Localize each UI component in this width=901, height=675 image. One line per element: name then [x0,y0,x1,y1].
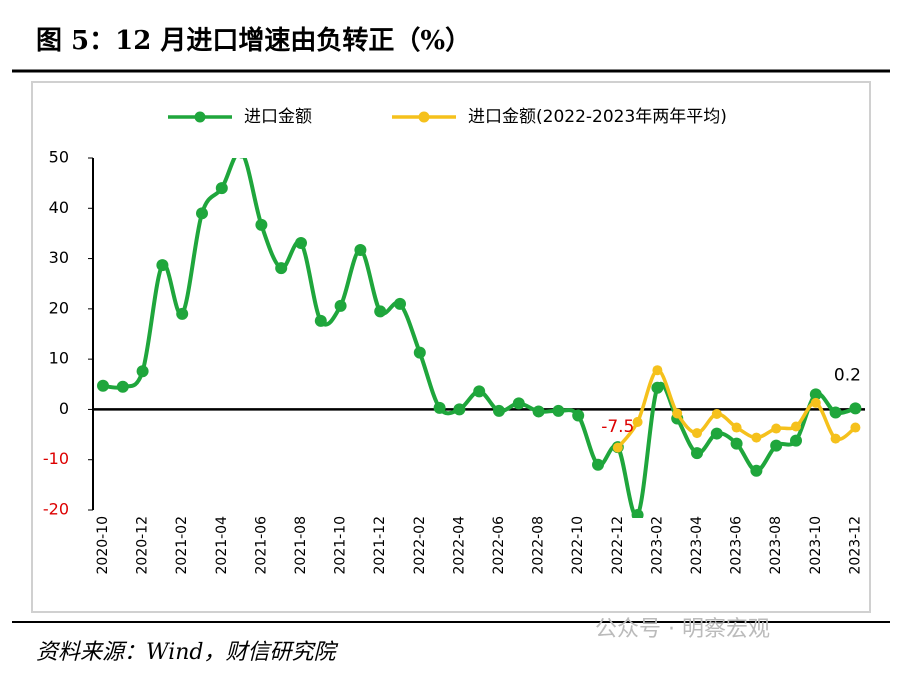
series-dot [790,434,802,447]
x-tick-label: 2022-06 [491,516,507,575]
series-dot [552,404,565,417]
annotation: -7.5 [601,417,634,437]
plot [97,158,862,518]
x-tick-label: 2022-04 [451,516,467,575]
x-tick-label: 2021-10 [333,516,349,575]
series-dot [97,379,109,392]
chart-title: 图 5：12 月进口增速由负转正（%） [36,25,471,56]
y-tick-label: -10 [43,449,69,468]
series-dot [691,447,703,460]
series-dot [849,402,862,415]
x-tick-label: 2023-10 [808,516,824,575]
series-dot [692,428,702,439]
series-dot [215,182,228,195]
y-tick-label: 40 [49,198,69,217]
legend-dot [194,111,206,123]
series-dot [672,408,683,419]
x-tick-label: 2021-02 [174,516,190,575]
series-dot [493,404,505,417]
series-dot [374,305,387,318]
x-tick-label: 2021-06 [253,516,269,575]
series-dot [176,307,189,320]
series-dot [532,405,545,418]
series-dot [751,432,762,443]
x-tick-label: 2023-04 [689,516,705,575]
y-tick-label: 10 [49,349,69,368]
series-dot [652,365,663,376]
series-dot [631,509,644,518]
series-dot [453,403,466,416]
y-tick-label: 0 [59,399,69,418]
series-dot [394,297,406,310]
series-dot [791,421,801,432]
series-dot [810,397,821,408]
series-dot [612,442,623,453]
series-dot [433,401,446,414]
series-dot [572,409,585,422]
watermark: 公众号 · 明察宏观 [595,617,770,642]
series-dot [136,365,149,378]
series-dot [730,437,743,450]
x-tick-label: 2021-08 [293,516,309,575]
x-tick-label: 2022-12 [610,516,626,575]
series-dot [413,346,426,359]
x-tick-label: 2023-06 [729,516,745,575]
series-dot [116,380,129,393]
series-dot [196,207,208,220]
series-dot [750,464,763,477]
series-dot [770,439,783,452]
series-dot [771,423,782,434]
x-tick-label: 2021-04 [214,516,230,575]
x-tick-label: 2021-12 [372,516,388,575]
series-dot [830,433,841,444]
x-tick-label: 2023-02 [649,516,665,575]
legend-label: 进口金额 [244,107,312,127]
chart-frame [31,81,871,613]
x-tick-label: 2020-12 [135,516,151,575]
series-dot [239,158,244,159]
y-tick-label: -20 [43,500,69,519]
series-dot [731,422,742,433]
x-tick-label: 2022-08 [531,516,547,575]
legend-label: 进口金额(2022-2023年两年平均) [468,107,727,127]
series-dot [255,218,268,231]
series-dot [354,244,367,257]
x-tick-label: 2022-02 [412,516,428,575]
series-line [102,158,856,518]
series-dot [710,427,723,440]
series-dot [850,422,861,433]
y-tick-label: 30 [49,248,69,267]
series-dot [314,314,327,327]
x-tick-label: 2020-10 [95,516,111,575]
x-tick-label: 2023-12 [847,516,863,575]
legend-dot [418,111,430,123]
series-dot [829,406,842,419]
y-tick-label: 50 [49,148,69,167]
annotation: 0.2 [834,365,861,385]
series-dot [651,381,664,394]
series-dot [473,385,486,398]
series-dot [632,417,643,427]
source: 资料来源：Wind，财信研究院 [36,640,339,665]
x-tick-label: 2023-08 [768,516,784,575]
series-dot [809,388,822,401]
y-tick-label: 20 [49,298,69,317]
series-dot [512,397,525,410]
series-dot [592,458,604,471]
series-dot [275,262,288,275]
series-dot [334,299,347,312]
series-dot [295,236,307,249]
series-dot [156,259,169,272]
series-dot [711,408,722,419]
x-tick-label: 2022-10 [570,516,586,575]
